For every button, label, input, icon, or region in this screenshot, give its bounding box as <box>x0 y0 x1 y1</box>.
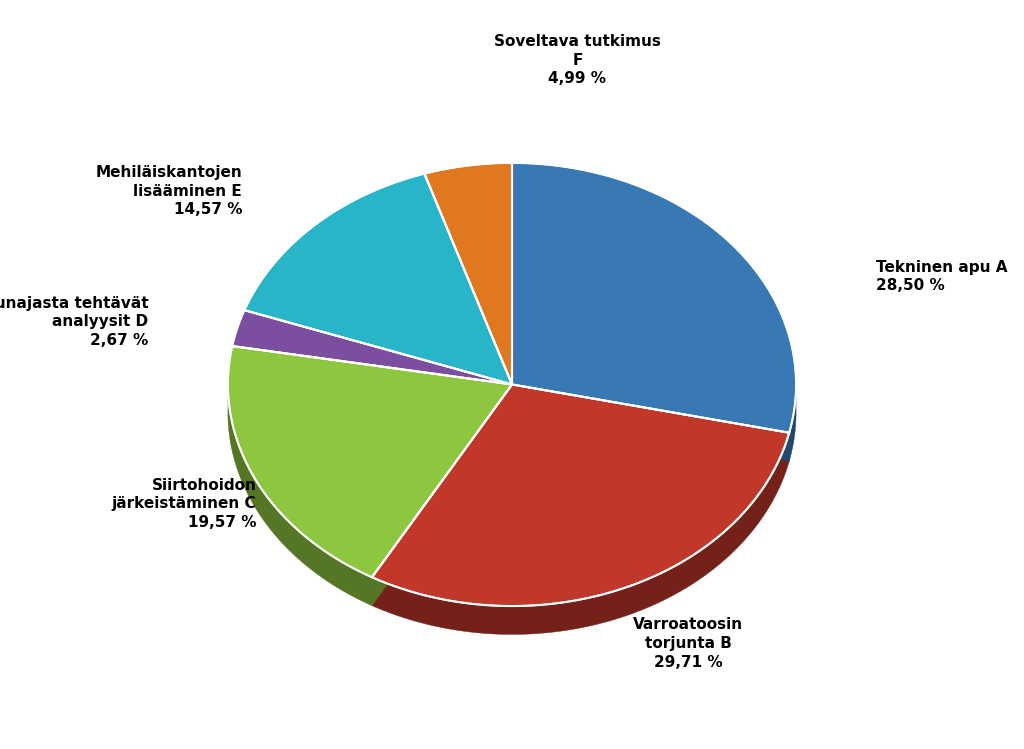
Polygon shape <box>512 384 790 461</box>
Polygon shape <box>512 163 796 433</box>
Polygon shape <box>228 346 512 577</box>
Polygon shape <box>228 386 372 606</box>
Polygon shape <box>245 174 512 384</box>
Polygon shape <box>372 384 512 606</box>
Text: Mehiläiskantojen
lisääminen E
14,57 %: Mehiläiskantojen lisääminen E 14,57 % <box>95 166 242 217</box>
Text: Soveltava tutkimus
F
4,99 %: Soveltava tutkimus F 4,99 % <box>494 34 660 86</box>
Text: Tekninen apu A
28,50 %: Tekninen apu A 28,50 % <box>876 260 1008 294</box>
Polygon shape <box>372 384 790 606</box>
Polygon shape <box>372 384 512 606</box>
Text: Varroatoosin
torjunta B
29,71 %: Varroatoosin torjunta B 29,71 % <box>633 617 743 670</box>
Polygon shape <box>232 310 512 384</box>
Polygon shape <box>512 384 790 461</box>
Polygon shape <box>372 433 790 634</box>
Text: Siirtohoidon
järkeistäminen C
19,57 %: Siirtohoidon järkeistäminen C 19,57 % <box>112 478 256 530</box>
Polygon shape <box>424 163 512 384</box>
Polygon shape <box>790 385 796 461</box>
Text: Hunajasta tehtävät
analyysit D
2,67 %: Hunajasta tehtävät analyysit D 2,67 % <box>0 296 148 348</box>
